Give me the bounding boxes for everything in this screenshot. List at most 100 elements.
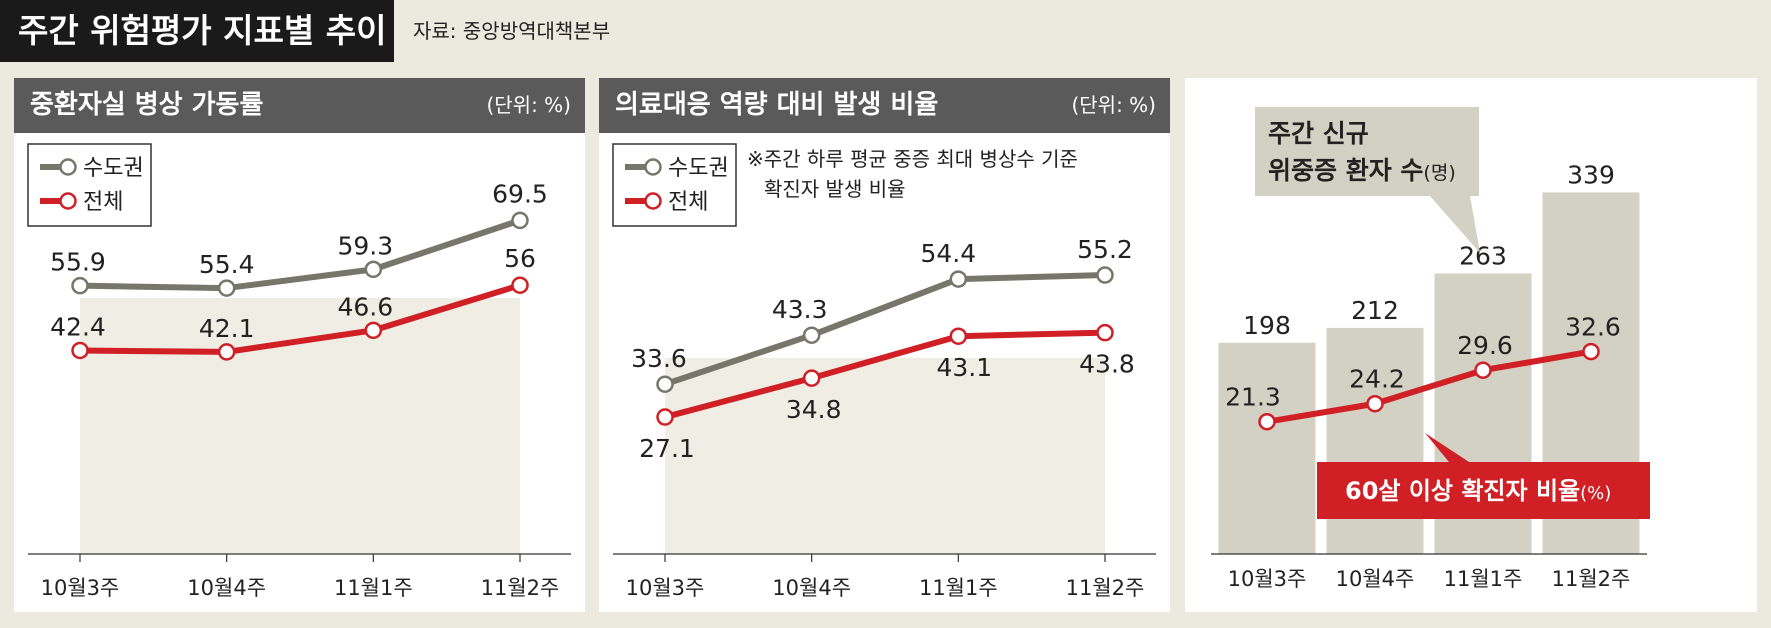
unit-label: (단위: %)	[1071, 93, 1156, 117]
data-label: 43.1	[936, 353, 992, 382]
x-tick-label: 11월2주	[1552, 567, 1631, 591]
data-label: 42.1	[199, 314, 255, 343]
legend-label: 수도권	[668, 156, 729, 181]
bar-callout-text: 주간 신규	[1268, 119, 1369, 148]
data-point	[217, 343, 236, 361]
data-point	[1096, 266, 1114, 284]
data-point	[511, 211, 529, 230]
legend-box	[612, 143, 737, 227]
legend-marker	[59, 192, 77, 210]
icu-occupancy-chart: 10월3주 10월4주 11월1주 11월2주 55.9 55.4 59.3 69.5 42.4…	[27, 143, 571, 600]
bar-value-label: 339	[1567, 160, 1615, 189]
data-label: 34.8	[786, 395, 842, 424]
legend-marker	[644, 192, 662, 210]
ratio-point	[1366, 394, 1384, 413]
series-line	[79, 217, 521, 292]
data-label: 42.4	[50, 312, 106, 341]
plot-area	[665, 358, 1105, 554]
series-line	[664, 272, 1106, 388]
x-tick-label: 10월4주	[772, 576, 851, 600]
severe-patients-chart: 198 212 263 339 10월3주 10월4주 11월1주 11월2주 주간 신규위중증…	[1211, 107, 1650, 591]
data-label: 69.5	[492, 179, 548, 208]
data-label: 54.4	[920, 239, 976, 268]
capacity-ratio-chart: 10월3주 10월4주 11월1주 11월2주 33.6 43.3 54.4 55.2 27.1…	[612, 143, 1156, 600]
ratio-callout-box	[1317, 462, 1650, 519]
panel-header: 중환자실 병상 가동률 (단위: %)	[14, 78, 585, 133]
x-tick-label: 10월4주	[1336, 567, 1415, 591]
series-line	[664, 329, 1106, 420]
ratio-label: 29.6	[1457, 331, 1513, 360]
data-label: 59.3	[337, 231, 393, 260]
bar-value-label: 212	[1351, 296, 1399, 325]
legend-label: 수도권	[83, 156, 144, 181]
x-tick-label: 11월2주	[1066, 576, 1145, 600]
data-label: 55.9	[50, 248, 106, 277]
x-tick-label: 10월3주	[41, 576, 120, 600]
data-point	[511, 276, 529, 294]
legend-label: 전체	[668, 190, 708, 215]
header: 주간 위험평가 지표별 추이 자료: 중앙방역대책본부	[0, 0, 1771, 62]
ratio-callout-text: 60살 이상 확진자 비율(%)	[1345, 477, 1611, 505]
data-point	[217, 279, 236, 297]
data-label: 55.2	[1077, 235, 1133, 264]
ratio-point	[1582, 342, 1600, 361]
ratio-point	[1474, 361, 1492, 379]
bar-callout-box	[1255, 107, 1479, 196]
icu-occupancy-panel: 중환자실 병상 가동률 (단위: %) 10월3주 10월4주 11월1주 11월2주…	[14, 78, 585, 612]
bar-callout-main: 위중증 환자 수	[1268, 156, 1423, 185]
ratio-label: 24.2	[1349, 365, 1405, 394]
panel-header: 의료대응 역량 대비 발생 비율 (단위: %)	[599, 78, 1170, 133]
x-tick-label: 10월4주	[187, 576, 266, 600]
data-label: 56	[504, 244, 536, 273]
legend-marker	[59, 158, 77, 176]
ratio-label: 21.3	[1225, 383, 1281, 412]
bar	[1218, 342, 1316, 554]
series-line	[79, 282, 521, 355]
panel-title: 의료대응 역량 대비 발생 비율	[615, 90, 939, 120]
data-point	[364, 321, 383, 340]
bar-callout-text: 위중증 환자 수(명)	[1268, 156, 1456, 185]
x-tick-label: 11월1주	[334, 576, 413, 600]
x-tick-label: 10월3주	[1228, 567, 1307, 591]
bar-value-label: 263	[1459, 241, 1507, 270]
bar-callout-pointer	[1430, 196, 1480, 253]
data-point	[1096, 323, 1114, 342]
footnote: 확진자 발생 비율	[764, 177, 906, 201]
data-point	[364, 260, 383, 279]
x-tick-label: 10월3주	[626, 576, 705, 600]
ratio-callout-pointer	[1425, 433, 1469, 462]
data-point	[656, 375, 674, 393]
panel-title: 중환자실 병상 가동률	[30, 90, 264, 120]
data-label: 43.8	[1079, 350, 1135, 379]
data-label: 55.4	[199, 250, 255, 279]
bar-value-label: 198	[1243, 311, 1291, 340]
data-point	[656, 408, 674, 426]
footnote: ※주간 하루 평균 중증 최대 병상수 기준	[747, 147, 1078, 171]
ratio-callout-main: 60살 이상 확진자 비율	[1345, 477, 1580, 505]
data-label: 33.6	[631, 344, 687, 373]
ratio-label: 32.6	[1565, 313, 1621, 342]
legend-box	[27, 143, 152, 227]
bar	[1326, 327, 1424, 554]
source-note: 자료: 중앙방역대책본부	[413, 19, 611, 43]
legend-label: 전체	[83, 190, 123, 215]
ratio-line	[1266, 348, 1592, 425]
page-title: 주간 위험평가 지표별 추이	[0, 0, 394, 62]
plot-area	[80, 298, 520, 554]
ratio-point	[1258, 412, 1276, 431]
data-point	[802, 326, 821, 344]
data-point	[802, 369, 821, 387]
x-tick-label: 11월1주	[919, 576, 998, 600]
data-label: 27.1	[639, 434, 695, 463]
legend-marker	[644, 158, 662, 176]
capacity-ratio-panel: 의료대응 역량 대비 발생 비율 (단위: %) 10월3주 10월4주 11월1주…	[599, 78, 1170, 612]
ratio-callout-unit: (%)	[1580, 483, 1611, 504]
data-point	[949, 327, 968, 345]
x-tick-label: 11월1주	[1444, 567, 1523, 591]
bar-callout-unit: (명)	[1423, 162, 1455, 184]
unit-label: (단위: %)	[486, 93, 571, 117]
data-point	[71, 276, 89, 295]
data-point	[949, 270, 968, 288]
data-label: 43.3	[772, 295, 828, 324]
